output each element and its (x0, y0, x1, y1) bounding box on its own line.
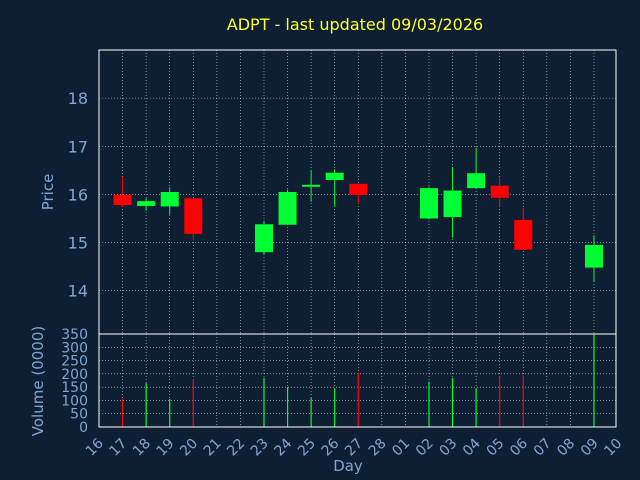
volume-tick-label: 150 (61, 380, 88, 396)
volume-panel-frame (98, 333, 617, 428)
candle-body (160, 192, 179, 207)
candle-body (325, 172, 344, 180)
candle-body (514, 219, 533, 250)
chart-title: ADPT - last updated 09/03/2026 (227, 15, 483, 34)
volume-bars (121, 334, 595, 427)
volume-tick-label: 50 (70, 407, 88, 423)
price-candles (113, 147, 603, 283)
x-tick-label: 18 (130, 436, 154, 460)
x-tick-label: 08 (554, 436, 578, 460)
x-tick-label: 24 (271, 435, 295, 459)
x-tick-label: 10 (601, 436, 625, 460)
x-tick-label: 23 (248, 436, 272, 460)
x-tick-label: 02 (413, 436, 437, 460)
x-tick-label: 06 (507, 435, 531, 459)
x-axis-label: Day (333, 457, 363, 475)
candle-body (137, 201, 156, 206)
volume-grid (99, 334, 616, 427)
price-tick-label: 17 (68, 137, 88, 156)
volume-tick-label: 100 (61, 393, 88, 409)
price-tick-label: 14 (68, 282, 88, 301)
candle-body (254, 224, 273, 253)
x-tick-label: 03 (436, 436, 460, 460)
x-tick-label: 25 (295, 436, 319, 460)
price-y-tick-labels: 14 15 16 17 18 (68, 89, 88, 301)
x-tick-label: 19 (154, 436, 178, 460)
x-tick-label: 27 (342, 436, 366, 460)
x-tick-label: 01 (389, 436, 413, 460)
candle-body (349, 183, 368, 195)
candle-body (184, 198, 203, 234)
x-tick-label: 28 (366, 436, 390, 460)
candle-body (467, 173, 486, 189)
volume-tick-label: 250 (61, 354, 88, 370)
x-tick-label: 22 (224, 436, 248, 460)
x-tick-label: 04 (460, 435, 484, 459)
candle-body (113, 194, 132, 205)
volume-tick-label: 0 (79, 420, 88, 436)
x-tick-labels: 16 17 18 19 20 21 22 23 24 25 26 27 28 01 02 03 04 05 06 07… (83, 435, 625, 459)
volume-axis-label: Volume (0000) (29, 326, 47, 436)
candle-body (584, 244, 603, 268)
price-tick-label: 15 (68, 234, 88, 253)
candle-body (419, 188, 438, 219)
price-tick-label: 16 (68, 185, 88, 204)
x-tick-label: 09 (578, 436, 602, 460)
volume-tick-label: 200 (61, 367, 88, 383)
x-tick-label: 20 (177, 436, 201, 460)
price-axis-label: Price (39, 174, 57, 211)
x-tick-label: 16 (83, 435, 107, 459)
volume-tick-label: 300 (61, 340, 88, 356)
price-tick-label: 18 (68, 89, 88, 108)
x-tick-label: 07 (531, 436, 555, 460)
x-tick-label: 26 (319, 435, 343, 459)
x-tick-label: 21 (201, 436, 225, 460)
candle-body (302, 184, 321, 187)
candle-body (443, 190, 462, 218)
candle-body (490, 185, 509, 198)
volume-tick-label: 350 (61, 327, 88, 343)
x-tick-label: 17 (106, 436, 130, 460)
candle-body (278, 192, 297, 225)
x-tick-label: 05 (484, 436, 508, 460)
